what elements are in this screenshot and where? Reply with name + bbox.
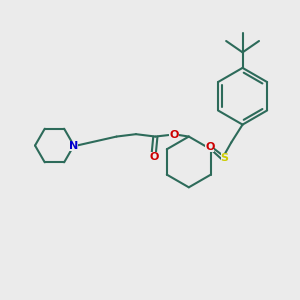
Text: O: O [149,152,159,162]
Text: N: N [69,140,79,151]
Text: S: S [221,153,229,163]
Text: O: O [169,130,178,140]
Text: O: O [205,142,214,152]
